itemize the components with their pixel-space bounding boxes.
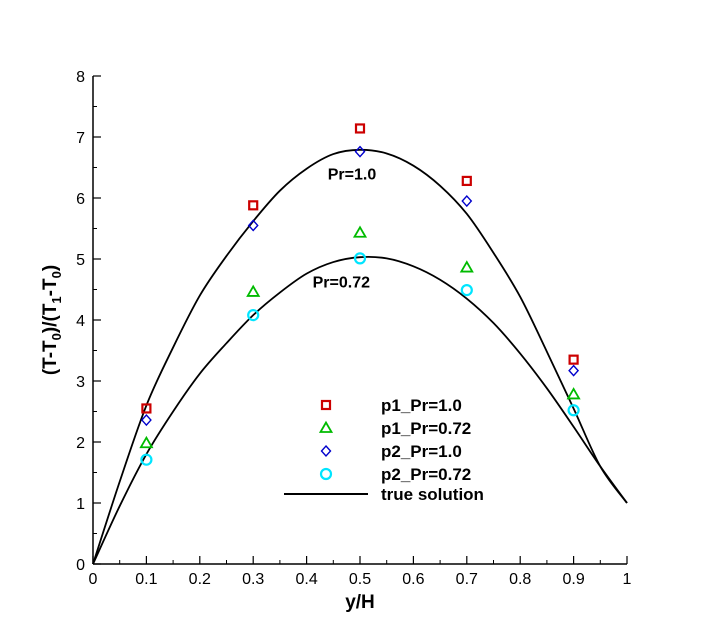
x-tick-label: 0.9 (562, 571, 584, 588)
p2-pr-1-0-point (247, 219, 259, 232)
x-tick-label: 0 (89, 571, 98, 588)
annotation-pr-1-0: Pr=1.0 (328, 167, 377, 184)
y-tick-label: 5 (76, 252, 85, 269)
axes: 0 0.1 0.2 0.3 0.4 0.5 0.6 0.7 0.8 0.9 1 0 1 2 3 4 5 6 7 8 (76, 69, 631, 588)
y-tick-label: 8 (76, 69, 85, 86)
annotation-pr-0-72: Pr=0.72 (313, 275, 370, 292)
x-tick-label: 0.2 (189, 571, 211, 588)
p2-pr-1-0-point (461, 195, 473, 208)
p1-pr-0-72-point (352, 225, 368, 238)
y-tick-label: 2 (76, 435, 85, 452)
legend-label: true solution (381, 485, 484, 504)
y-axis-title-part: (T-T (40, 340, 61, 375)
legend-marker-diamond (320, 444, 332, 458)
true-solution-curve-pr-0-72 (92, 255, 628, 565)
x-tick-label: 0.5 (349, 571, 371, 588)
legend-label: p2_Pr=1.0 (381, 442, 462, 461)
y-axis-title-part: 1 (49, 296, 64, 303)
p1-pr-1-0-point (354, 123, 366, 134)
legend-label: p2_Pr=0.72 (381, 465, 471, 484)
markers (139, 123, 581, 466)
legend: p1_Pr=1.0 p1_Pr=0.72 p2_Pr=1.0 p2_Pr=0.72tr… (284, 396, 484, 504)
legend-marker-square (320, 399, 332, 411)
y-axis-title-part: 0 (49, 333, 64, 340)
x-tick-label: 0.1 (135, 571, 157, 588)
x-tick-label: 0.8 (509, 571, 531, 588)
y-axis-title-part: -T (40, 278, 61, 296)
x-tick-label: 0.3 (242, 571, 264, 588)
p2-pr-0-72-point (353, 252, 367, 265)
p2-pr-1-0-point (568, 364, 580, 377)
p1-pr-0-72-point (566, 387, 581, 400)
x-tick-label: 1 (623, 571, 632, 588)
y-tick-label: 7 (76, 130, 85, 147)
y-tick-label: 1 (76, 496, 85, 513)
p2-pr-0-72-point (460, 284, 473, 297)
p1-pr-0-72-point (139, 435, 154, 449)
p1-pr-0-72-point (246, 284, 261, 297)
y-axis-title-part: 0 (49, 271, 64, 278)
p2-pr-1-0-point (354, 145, 366, 158)
legend-marker-triangle (318, 420, 334, 433)
p2-pr-0-72-point (567, 404, 580, 417)
x-tick-label: 0.6 (402, 571, 424, 588)
p1-pr-1-0-point (141, 403, 152, 414)
p1-pr-1-0-point (461, 175, 472, 187)
x-tick-label: 0.7 (456, 571, 478, 588)
p2-pr-0-72-point (247, 309, 260, 322)
p2-pr-1-0-point (140, 413, 152, 427)
legend-label: p1_Pr=1.0 (381, 396, 462, 415)
true-solution-curve-pr-1-0 (92, 148, 628, 565)
y-tick-label: 3 (76, 374, 85, 391)
p2-pr-0-72-point (140, 453, 153, 466)
p1-pr-1-0-point (248, 200, 259, 211)
y-axis-title: (T-T0)/(T1-T0) (40, 265, 64, 375)
curves (92, 148, 628, 565)
y-axis-title-part: )/(T (40, 303, 61, 333)
y-tick-label: 0 (76, 557, 85, 574)
y-tick-label: 6 (76, 191, 85, 208)
y-axis-title-part: ) (40, 265, 61, 271)
annotations: Pr=1.0 Pr=0.72 (313, 167, 377, 292)
p1-pr-0-72-point (459, 260, 474, 273)
p1-pr-1-0-point (568, 354, 579, 365)
x-tick-label: 0.4 (295, 571, 317, 588)
legend-label: p1_Pr=0.72 (381, 419, 471, 438)
legend-marker-circle (319, 467, 333, 481)
x-axis-title: y/H (345, 592, 375, 613)
y-tick-label: 4 (76, 313, 85, 330)
